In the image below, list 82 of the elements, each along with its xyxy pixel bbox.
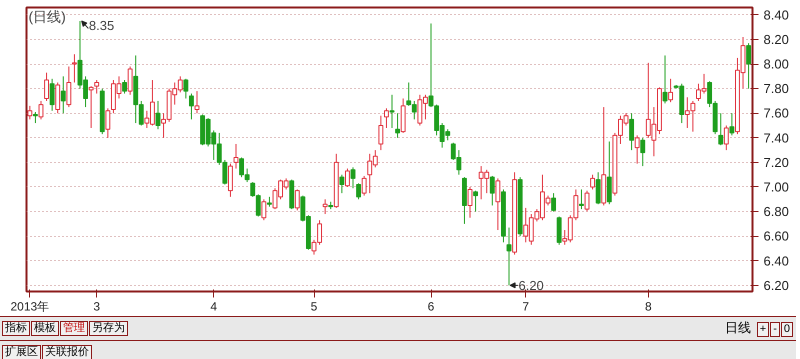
y-tick-label: 7.00 [764, 180, 789, 194]
candlestick [122, 80, 128, 94]
candlestick [339, 174, 344, 194]
y-tick-label: 7.20 [764, 154, 789, 170]
candlestick [378, 115, 384, 151]
candlestick [261, 198, 266, 221]
candlestick [183, 78, 188, 99]
y-tick-label: 6.80 [764, 204, 789, 220]
x-tick-label: 5 [310, 300, 318, 314]
candlestick [724, 125, 729, 151]
candlestick [668, 78, 674, 103]
annotation: 6.20 [518, 278, 544, 293]
candlestick [266, 196, 272, 208]
candlestick [66, 66, 72, 108]
candlestick [640, 137, 646, 167]
candlestick [322, 198, 328, 215]
candlestick [94, 80, 100, 94]
y-tick-label: 7.40 [764, 130, 789, 146]
chart-title: (日线) [28, 8, 66, 24]
candlestick [44, 72, 50, 102]
candlestick [50, 78, 55, 112]
y-tick-label: 7.80 [764, 81, 789, 96]
text: + [756, 322, 770, 337]
candlestick [105, 108, 110, 138]
candlestick [490, 175, 495, 206]
candlestick [596, 172, 601, 205]
candlestick [32, 112, 38, 124]
text: - [770, 322, 780, 337]
candlestick [468, 186, 472, 218]
candlestick [234, 143, 238, 170]
candlestick [590, 174, 596, 190]
candlestick [746, 42, 752, 90]
x-tick-label: 2013年 [10, 300, 50, 314]
candlestick [362, 175, 367, 196]
candlestick [729, 112, 734, 136]
candlestick [551, 192, 556, 212]
candlestick [473, 190, 478, 212]
y-tick-label: 7.60 [764, 106, 789, 121]
text: 模板 [31, 321, 59, 336]
candlestick [629, 112, 634, 151]
candlestick [88, 86, 94, 128]
candlestick [156, 100, 160, 130]
candlestick [60, 76, 66, 114]
candlestick [718, 112, 724, 146]
annotation: 8.35 [88, 18, 114, 34]
y-tick-label: 8.20 [764, 32, 789, 47]
candlestick [188, 93, 194, 120]
text: 关联报价 [42, 344, 92, 359]
candlestick [390, 94, 394, 128]
candlestick [128, 66, 133, 96]
x-tick-label: 3 [93, 300, 100, 314]
x-tick-label: 7 [522, 300, 530, 314]
candlestick [356, 182, 362, 200]
candlestick [584, 190, 590, 212]
y-tick-label: 6.40 [764, 253, 789, 268]
y-tick-label: 8.40 [764, 7, 789, 22]
candlestick [344, 168, 350, 188]
candlestick [662, 54, 668, 104]
candlestick [578, 188, 584, 210]
candlestick [294, 188, 300, 211]
text: 0 [780, 322, 793, 337]
candlestick [506, 227, 512, 286]
candlestick [72, 54, 77, 83]
y-tick-label: 8.00 [764, 56, 789, 72]
y-tick-label: 6.60 [764, 228, 789, 244]
x-tick-label: 6 [428, 300, 435, 314]
text: 扩展区 [2, 344, 41, 359]
text: 日线 [724, 320, 751, 335]
candlestick [27, 105, 32, 120]
candlestick [194, 90, 200, 114]
candlestick [350, 166, 356, 189]
text: 管理 [60, 321, 88, 336]
text: 另存为 [89, 321, 128, 336]
x-tick-label: 8 [644, 300, 652, 314]
candlestick [384, 108, 389, 128]
candlestick [38, 100, 44, 120]
x-tick-label: 4 [210, 300, 218, 314]
y-tick-label: 6.20 [764, 278, 789, 293]
candlestick [634, 134, 640, 164]
text: 指标 [2, 321, 30, 336]
candlestick [395, 112, 400, 138]
candlestick [495, 178, 500, 231]
